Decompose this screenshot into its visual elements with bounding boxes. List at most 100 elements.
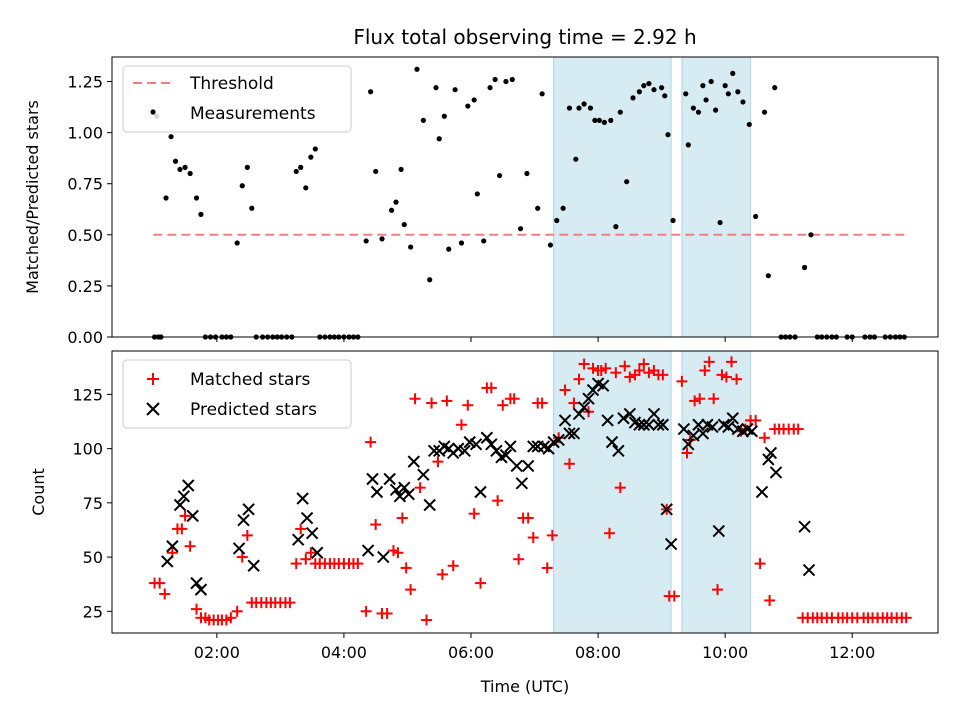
measurement-point	[177, 166, 183, 173]
predicted-star-point	[692, 418, 705, 431]
predicted-star-stroke	[237, 513, 250, 527]
predicted-star-stroke	[463, 435, 476, 449]
matched-star-point	[610, 367, 622, 379]
predicted-star-stroke	[762, 453, 775, 466]
matched-star-point	[604, 527, 616, 539]
matched-stars-series	[149, 356, 912, 626]
matched-star-point	[657, 369, 669, 381]
matched-star-point	[638, 358, 650, 370]
matched-star-point	[475, 577, 487, 589]
predicted-star-point	[515, 477, 529, 490]
y-tick-label: 1.25	[67, 73, 103, 92]
matched-star-point	[754, 558, 766, 570]
predicted-star-point	[664, 537, 678, 551]
legend-matched-label: Matched stars	[190, 370, 310, 390]
matched-star-point	[900, 612, 912, 624]
matched-star-point	[563, 458, 575, 470]
matched-star-point	[522, 512, 534, 524]
matched-star-point	[400, 562, 412, 574]
measurement-point	[373, 168, 379, 175]
predicted-star-stroke	[383, 472, 396, 486]
predicted-star-point	[469, 438, 483, 451]
predicted-star-stroke	[515, 477, 529, 490]
measurement-point	[601, 119, 608, 126]
predicted-star-stroke	[558, 414, 572, 427]
predicted-star-stroke	[393, 490, 407, 503]
measurement-point	[740, 99, 746, 105]
predicted-star-point	[393, 490, 407, 503]
predicted-star-point	[161, 555, 174, 568]
matched-star-point	[578, 358, 590, 370]
matched-star-point	[436, 568, 448, 580]
measurement-point	[560, 205, 566, 211]
predicted-star-point	[656, 418, 670, 431]
predicted-star-stroke	[458, 444, 471, 457]
predicted-star-stroke	[499, 448, 513, 462]
predicted-star-stroke	[370, 485, 384, 499]
predicted-star-stroke	[628, 416, 642, 429]
predicted-star-point	[605, 435, 619, 449]
predicted-star-stroke	[802, 563, 816, 577]
predicted-star-stroke	[311, 546, 324, 559]
predicted-star-stroke	[755, 485, 769, 499]
predicted-star-point	[633, 418, 646, 431]
predicted-star-stroke	[726, 412, 739, 425]
predicted-star-point	[601, 414, 614, 427]
predicted-star-point	[417, 468, 430, 481]
matched-star-point	[614, 482, 626, 494]
matched-star-point	[624, 371, 636, 383]
predicted-star-stroke	[300, 511, 314, 525]
predicted-star-stroke	[182, 479, 195, 492]
bottom-axes-ticks: 25 50 75 100 125 02:00 04:00 06:00 08:00 10:00 12:…	[72, 385, 875, 662]
predicted-star-point	[242, 503, 255, 516]
matched-star-point	[694, 393, 706, 405]
measurement-point	[487, 85, 493, 91]
predicted-star-point	[247, 559, 260, 572]
predicted-star-point	[582, 392, 595, 405]
predicted-star-stroke	[427, 444, 441, 457]
shaded-interval	[681, 56, 752, 338]
matched-star-point	[284, 597, 296, 609]
predicted-star-point	[490, 444, 503, 457]
predicted-star-point	[612, 444, 625, 457]
chart-title: Flux total observing time = 2.92 h	[353, 25, 696, 49]
predicted-star-point	[458, 444, 471, 457]
top-shaded-intervals	[553, 56, 752, 338]
predicted-star-point	[237, 513, 250, 527]
predicted-star-point	[567, 427, 581, 440]
predicted-star-point	[474, 485, 487, 499]
measurement-point	[700, 83, 706, 89]
matched-star-point	[559, 384, 571, 396]
predicted-star-stroke	[527, 440, 540, 453]
predicted-star-point	[510, 459, 523, 473]
predicted-star-point	[427, 444, 441, 457]
matched-star-point	[619, 360, 631, 372]
predicted-star-point	[521, 459, 535, 473]
measurement-point	[662, 93, 668, 99]
predicted-star-stroke	[247, 559, 260, 572]
predicted-star-stroke	[173, 498, 187, 512]
measurement-point	[474, 191, 480, 197]
predicted-star-point	[577, 401, 591, 414]
matched-star-point	[405, 584, 417, 596]
predicted-star-stroke	[637, 418, 651, 431]
x-tick-label: 02:00	[194, 643, 240, 662]
measurement-point	[624, 179, 630, 185]
matched-star-point	[492, 495, 504, 507]
predicted-star-stroke	[402, 487, 415, 501]
matched-star-point	[541, 562, 553, 574]
y-tick-label: 100	[72, 440, 103, 459]
measurement-point	[368, 89, 374, 95]
measurements-series	[151, 66, 907, 340]
y-tick-label: 75	[83, 494, 103, 513]
matched-star-point	[568, 397, 580, 409]
measurement-point	[761, 109, 768, 115]
matched-star-point	[231, 605, 243, 617]
predicted-star-stroke	[712, 524, 725, 538]
matched-star-point	[392, 547, 404, 559]
matched-star-point	[536, 397, 548, 409]
measurement-point	[636, 89, 642, 95]
predicted-star-point	[660, 503, 673, 516]
predicted-star-point	[798, 520, 811, 533]
matched-star-point	[527, 532, 539, 544]
